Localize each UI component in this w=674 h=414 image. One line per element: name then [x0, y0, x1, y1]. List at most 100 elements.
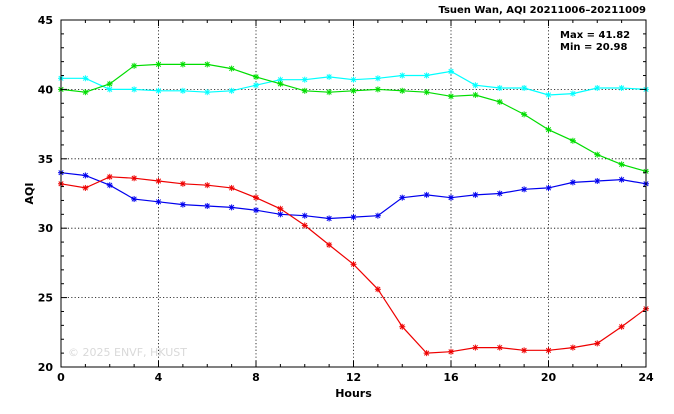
data-point [399, 194, 406, 201]
data-point [618, 85, 625, 92]
data-point [423, 191, 430, 198]
data-point [155, 198, 162, 205]
x-axis-title: Hours [335, 387, 372, 400]
data-point [253, 73, 259, 80]
data-point [594, 340, 601, 347]
data-point [277, 211, 284, 218]
data-point [204, 202, 211, 209]
y-tick-label: 20 [38, 361, 54, 374]
data-point [228, 87, 235, 94]
series-3 [58, 169, 649, 222]
data-point [253, 194, 259, 201]
data-point [472, 82, 479, 89]
data-point [448, 194, 454, 201]
x-tick-label: 4 [155, 371, 163, 384]
y-tick-label: 40 [38, 83, 54, 96]
data-point [106, 86, 113, 93]
data-point [253, 207, 259, 214]
data-point [374, 286, 381, 293]
y-tick-label: 30 [38, 222, 54, 235]
data-point [179, 201, 186, 208]
data-point [350, 87, 357, 94]
data-point [131, 86, 138, 93]
data-point [301, 76, 308, 83]
data-point [131, 196, 138, 203]
data-point [326, 89, 333, 96]
y-tick-label: 45 [38, 14, 53, 27]
chart-title: Tsuen Wan, AQI 20211006–20211009 [438, 5, 646, 16]
data-point [277, 80, 284, 87]
data-point [131, 62, 138, 69]
data-point [131, 175, 138, 182]
data-point [326, 73, 333, 80]
data-point [496, 344, 503, 351]
y-tick-label: 25 [38, 292, 53, 305]
data-point [374, 212, 381, 219]
data-point [472, 344, 479, 351]
data-point [228, 184, 235, 191]
data-point [423, 89, 430, 96]
data-point [399, 72, 406, 79]
data-point [155, 178, 162, 185]
series-4 [58, 173, 649, 357]
data-point [399, 323, 406, 330]
data-point [423, 350, 430, 357]
data-point [569, 137, 576, 144]
data-point [326, 241, 333, 248]
data-point [374, 75, 381, 82]
data-point [82, 172, 89, 179]
data-point [301, 222, 308, 229]
data-point [521, 347, 528, 354]
stat-min: Min = 20.98 [560, 42, 628, 53]
data-point [448, 348, 454, 355]
data-point [82, 75, 89, 82]
data-point [521, 186, 528, 193]
data-point [594, 85, 601, 92]
data-point [569, 90, 576, 97]
data-point [301, 212, 308, 219]
x-tick-label: 24 [638, 371, 654, 384]
data-point [204, 89, 211, 96]
data-point [472, 191, 479, 198]
x-tick-label: 20 [541, 371, 557, 384]
data-point [106, 173, 113, 180]
data-point [277, 205, 284, 212]
data-point [106, 80, 113, 87]
data-point [155, 87, 162, 94]
data-point [521, 85, 528, 92]
data-point [350, 76, 357, 83]
data-point [569, 344, 576, 351]
data-point [594, 151, 601, 158]
x-tick-label: 0 [57, 371, 65, 384]
data-point [472, 91, 479, 98]
data-point [179, 61, 186, 68]
data-point [179, 180, 186, 187]
data-point [374, 86, 381, 93]
series-1 [58, 68, 649, 98]
data-point [545, 347, 552, 354]
data-point [106, 182, 113, 189]
data-point [399, 87, 406, 94]
x-tick-label: 12 [346, 371, 361, 384]
data-point [326, 215, 333, 222]
data-point [204, 182, 211, 189]
data-point [155, 61, 162, 68]
y-axis-title: AQI [23, 183, 36, 205]
y-tick-label: 35 [38, 153, 53, 166]
data-point [253, 82, 259, 89]
data-point [545, 91, 552, 98]
data-point [594, 178, 601, 185]
data-point [301, 87, 308, 94]
data-point [496, 190, 503, 197]
data-point [618, 323, 625, 330]
data-point [448, 68, 454, 75]
x-tick-label: 16 [443, 371, 459, 384]
data-point [228, 204, 235, 211]
data-point [496, 85, 503, 92]
data-point [228, 65, 235, 72]
data-point [350, 261, 357, 268]
data-point [423, 72, 430, 79]
ticks: 0 4 8 12 16 20 24 20 25 30 35 40 45 [38, 14, 654, 384]
